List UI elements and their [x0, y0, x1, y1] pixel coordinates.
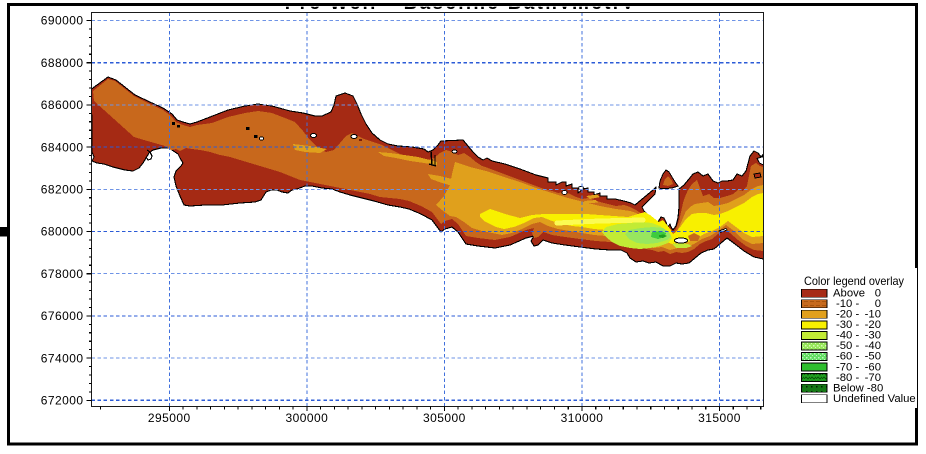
svg-text:0: 0 — [875, 287, 881, 299]
svg-text:686000: 686000 — [41, 98, 84, 112]
svg-text:-20: -20 — [865, 319, 881, 331]
svg-text:-10: -10 — [865, 309, 881, 321]
svg-text:-10 -: -10 - — [836, 298, 859, 310]
svg-text:680000: 680000 — [41, 225, 84, 239]
svg-text:-60 -: -60 - — [836, 351, 859, 363]
svg-text:-60: -60 — [865, 361, 881, 373]
svg-text:315000: 315000 — [698, 411, 741, 425]
svg-text:-40 -: -40 - — [836, 330, 859, 342]
svg-text:674000: 674000 — [41, 351, 84, 365]
svg-text:305000: 305000 — [423, 411, 466, 425]
svg-text:684000: 684000 — [41, 140, 84, 154]
svg-text:-70: -70 — [865, 372, 881, 384]
svg-text:310000: 310000 — [561, 411, 604, 425]
svg-text:295000: 295000 — [148, 411, 191, 425]
svg-text:Pre Weir - Baseline Bathymetry: Pre Weir - Baseline Bathymetry — [285, 0, 636, 14]
svg-text:678000: 678000 — [41, 267, 84, 281]
svg-text:-20 -: -20 - — [836, 309, 859, 321]
svg-text:Color legend overlay: Color legend overlay — [804, 274, 904, 288]
svg-text:-40: -40 — [865, 340, 881, 352]
svg-text:-50: -50 — [865, 351, 881, 363]
svg-text:-70 -: -70 - — [836, 361, 859, 373]
svg-text:-30: -30 — [865, 330, 881, 342]
svg-text:-50 -: -50 - — [836, 340, 859, 352]
svg-text:676000: 676000 — [41, 309, 84, 323]
svg-text:688000: 688000 — [41, 56, 84, 70]
svg-text:Undefined Value: Undefined Value — [833, 393, 916, 405]
svg-text:300000: 300000 — [286, 411, 329, 425]
svg-text:-80 -: -80 - — [836, 372, 859, 384]
svg-text:-30 -: -30 - — [836, 319, 859, 331]
svg-text:690000: 690000 — [41, 14, 84, 28]
svg-text:0: 0 — [875, 298, 881, 310]
svg-text:Below -80: Below -80 — [833, 382, 883, 394]
svg-text:Above: Above — [833, 287, 865, 299]
svg-text:672000: 672000 — [41, 394, 84, 408]
svg-text:682000: 682000 — [41, 183, 84, 197]
